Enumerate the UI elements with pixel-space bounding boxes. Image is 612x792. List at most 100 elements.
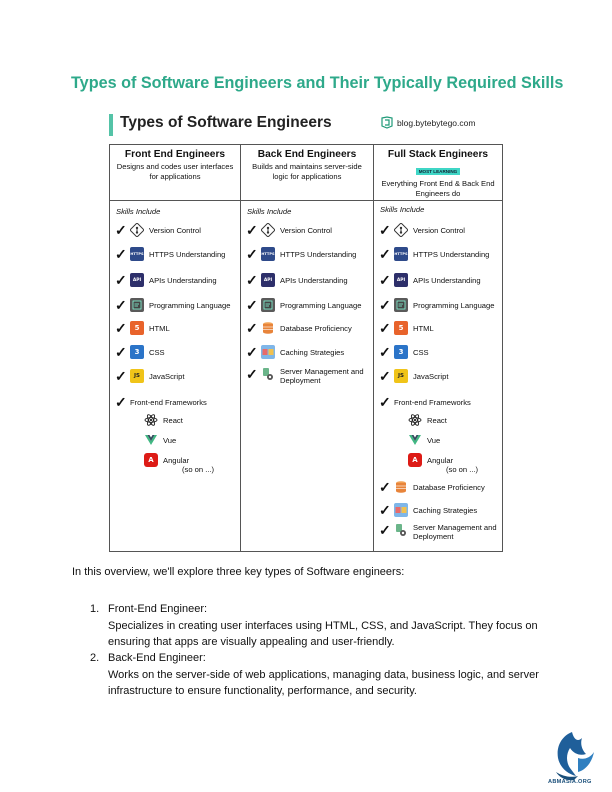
dragon-logo-icon xyxy=(556,732,594,781)
code-editor-icon xyxy=(130,298,144,312)
skill-item: ✓ Database Proficiency xyxy=(379,478,485,496)
column-description: Builds and maintains server-side logic f… xyxy=(252,162,362,181)
skill-label: Programming Language xyxy=(413,300,495,310)
skill-label: Programming Language xyxy=(280,300,362,310)
list-item-title: Back-End Engineer: xyxy=(108,652,206,664)
skill-label: HTTPS Understanding xyxy=(149,249,226,259)
react-icon xyxy=(144,413,158,427)
skill-label: HTTPS Understanding xyxy=(413,249,490,259)
framework-label: Angular xyxy=(427,455,454,465)
check-icon: ✓ xyxy=(379,320,391,336)
check-icon: ✓ xyxy=(379,222,391,238)
code-editor-icon xyxy=(394,298,408,312)
brand-link: blog.bytebytego.com xyxy=(381,116,475,129)
git-icon xyxy=(130,223,144,237)
javascript-icon: JS xyxy=(130,369,144,383)
framework-item: React xyxy=(144,412,183,428)
react-icon xyxy=(408,413,422,427)
javascript-icon: JS xyxy=(394,369,408,383)
vue-icon xyxy=(144,433,158,447)
column-back-end: Back End Engineers Builds and maintains … xyxy=(240,145,373,551)
skill-label: APIs Understanding xyxy=(413,275,481,285)
check-icon: ✓ xyxy=(246,297,258,313)
angular-icon: A xyxy=(408,453,422,467)
check-icon: ✓ xyxy=(379,394,391,410)
framework-item: React xyxy=(408,412,447,428)
column-description: Designs and codes user interfaces for ap… xyxy=(116,162,234,181)
skills-label: Skills Include xyxy=(380,205,425,214)
skill-label: Database Proficiency xyxy=(413,482,485,492)
skill-label: CSS xyxy=(149,347,165,357)
skill-label: Server Management and Deployment xyxy=(280,367,364,385)
most-learning-badge: MOST LEARNING xyxy=(415,168,461,175)
column-title: Back End Engineers xyxy=(257,149,357,160)
list-body: Front-End Engineer: Specializes in creat… xyxy=(108,601,548,651)
list-item-title: Front-End Engineer: xyxy=(108,603,208,615)
check-icon: ✓ xyxy=(379,368,391,384)
list-number: 2. xyxy=(90,652,100,664)
api-icon: API xyxy=(394,273,408,287)
skill-item: ✓ Version Control xyxy=(246,221,332,239)
column-header: Front End Engineers Designs and codes us… xyxy=(110,145,240,201)
list-item-text: Specializes in creating user interfaces … xyxy=(108,619,538,649)
check-icon: ✓ xyxy=(246,320,258,336)
html5-icon: 5 xyxy=(130,321,144,335)
skill-label: HTML xyxy=(413,323,434,333)
skill-item: ✓ API APIs Understanding xyxy=(246,271,348,289)
skill-item: ✓ 3 CSS xyxy=(115,343,165,361)
check-icon: ✓ xyxy=(379,479,391,495)
skill-item: ✓ Programming Language xyxy=(246,296,361,314)
skill-item: ✓ Version Control xyxy=(379,221,465,239)
skills-label: Skills Include xyxy=(247,207,292,216)
framework-label: React xyxy=(427,415,447,425)
skill-item: ✓ Caching Strategies xyxy=(246,343,344,361)
skill-item: ✓ API APIs Understanding xyxy=(379,271,481,289)
intro-paragraph: In this overview, we'll explore three ke… xyxy=(72,566,405,578)
skill-item: ✓ Front-end Frameworks xyxy=(379,393,471,411)
check-icon: ✓ xyxy=(379,502,391,518)
check-icon: ✓ xyxy=(246,344,258,360)
bytebytego-logo-icon xyxy=(381,116,393,129)
column-description: Everything Front End & Back End Engineer… xyxy=(381,179,495,198)
skill-label: HTML xyxy=(149,323,170,333)
css3-icon: 3 xyxy=(130,345,144,359)
document-title: Types of Software Engineers and Their Ty… xyxy=(71,74,564,92)
watermark-text: ABMASIA.ORG xyxy=(548,779,592,785)
skill-item: ✓ API APIs Understanding xyxy=(115,271,217,289)
check-icon: ✓ xyxy=(379,272,391,288)
column-full-stack: Full Stack Engineers MOST LEARNING Every… xyxy=(373,145,502,551)
list-number: 1. xyxy=(90,603,100,615)
framework-label: Angular xyxy=(163,455,190,465)
skill-label: Caching Strategies xyxy=(413,505,478,515)
skill-label: Version Control xyxy=(149,225,201,235)
server-gear-icon xyxy=(394,523,408,537)
angular-icon: A xyxy=(144,453,158,467)
check-icon: ✓ xyxy=(115,344,127,360)
framework-item: A Angular xyxy=(408,452,453,468)
so-on-note: (so on ...) xyxy=(446,465,479,474)
skill-item: ✓ Programming Language xyxy=(115,296,230,314)
skill-item: ✓ Server Management and Deployment xyxy=(379,523,505,547)
check-icon: ✓ xyxy=(379,522,391,538)
git-icon xyxy=(261,223,275,237)
skill-item: ✓ Caching Strategies xyxy=(379,501,477,519)
cache-icon xyxy=(261,345,275,359)
https-icon: HTTPS xyxy=(130,247,144,261)
skill-item: ✓ Version Control xyxy=(115,221,201,239)
column-title: Front End Engineers xyxy=(124,149,226,160)
api-icon: API xyxy=(130,273,144,287)
skill-label: CSS xyxy=(413,347,429,357)
check-icon: ✓ xyxy=(379,297,391,313)
skill-item: ✓ Database Proficiency xyxy=(246,319,352,337)
check-icon: ✓ xyxy=(115,394,127,410)
check-icon: ✓ xyxy=(115,246,127,262)
so-on-note: (so on ...) xyxy=(182,465,215,474)
heading-accent-bar xyxy=(109,114,113,136)
skill-label: HTTPS Understanding xyxy=(280,249,357,259)
skill-label: Front-end Frameworks xyxy=(394,397,471,407)
check-icon: ✓ xyxy=(379,246,391,262)
cache-icon xyxy=(394,503,408,517)
skill-item: ✓ Front-end Frameworks xyxy=(115,393,207,411)
skill-label: Database Proficiency xyxy=(280,323,352,333)
https-icon: HTTPS xyxy=(261,247,275,261)
